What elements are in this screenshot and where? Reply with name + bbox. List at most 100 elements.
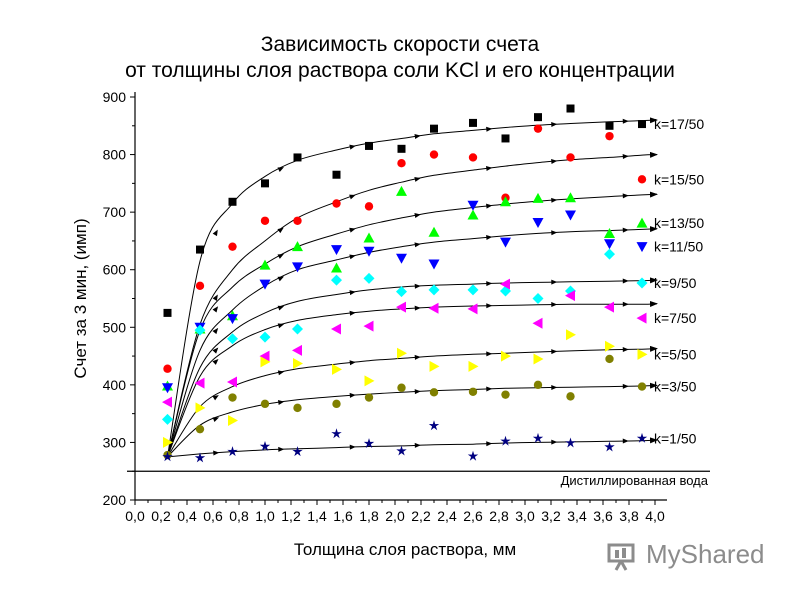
data-point bbox=[293, 403, 302, 413]
fit-arrow bbox=[277, 305, 285, 311]
data-point bbox=[566, 153, 575, 162]
data-point bbox=[638, 120, 646, 129]
fit-arrow bbox=[277, 227, 284, 234]
fit-arrow bbox=[486, 234, 493, 240]
x-tick-label: 3,0 bbox=[515, 508, 535, 524]
data-point bbox=[363, 320, 374, 332]
data-point bbox=[532, 192, 544, 203]
fit-arrow bbox=[622, 154, 629, 160]
data-point bbox=[228, 242, 237, 251]
x-tick-label: 1,0 bbox=[255, 508, 275, 524]
data-point bbox=[259, 279, 271, 290]
fit-arrow bbox=[349, 144, 356, 150]
chart-title-line-2: от толщины слоя раствора соли KCl и его … bbox=[125, 59, 675, 82]
data-point bbox=[566, 329, 576, 341]
data-point bbox=[331, 323, 341, 335]
data-point bbox=[467, 450, 479, 461]
data-point bbox=[397, 383, 406, 392]
data-point bbox=[332, 399, 341, 409]
data-point bbox=[428, 259, 440, 270]
data-point bbox=[533, 124, 543, 133]
series-label: k=5/50 bbox=[654, 346, 697, 362]
data-point bbox=[227, 446, 238, 457]
data-point bbox=[467, 284, 479, 296]
fit-arrow bbox=[551, 158, 558, 164]
fit-curve-k=1-50 bbox=[167, 437, 658, 458]
data-point bbox=[501, 350, 511, 362]
data-point bbox=[260, 216, 270, 225]
data-point bbox=[429, 150, 439, 159]
fit-arrow bbox=[349, 444, 356, 450]
x-tick-label: 3,2 bbox=[541, 508, 561, 524]
series-label: k=11/50 bbox=[654, 239, 703, 255]
fit-arrow bbox=[349, 194, 356, 200]
myshared-logo: MyShared bbox=[606, 535, 776, 575]
data-point bbox=[637, 175, 647, 184]
fit-arrow bbox=[414, 442, 421, 448]
x-tick-label: 1,8 bbox=[359, 508, 379, 524]
y-tick-label: 900 bbox=[103, 89, 127, 105]
y-axis-label: Счет за 3 мин, (имп) bbox=[71, 218, 90, 378]
data-point bbox=[467, 209, 479, 220]
data-point bbox=[604, 248, 615, 260]
data-point bbox=[163, 436, 173, 448]
y-tick-label: 300 bbox=[103, 434, 127, 450]
fit-arrow bbox=[414, 354, 421, 360]
fit-arrow bbox=[551, 302, 558, 308]
data-point bbox=[260, 399, 270, 409]
data-point bbox=[261, 179, 269, 188]
data-point bbox=[604, 227, 615, 238]
x-tick-label: 3,4 bbox=[567, 508, 587, 524]
fit-curve-k=11-50 bbox=[167, 226, 658, 457]
data-point bbox=[162, 413, 173, 425]
y-tick-label: 800 bbox=[103, 147, 127, 163]
fit-arrow bbox=[212, 417, 220, 422]
x-tick-label: 0,0 bbox=[125, 508, 145, 524]
fit-arrow bbox=[349, 392, 356, 398]
data-point bbox=[604, 239, 615, 250]
data-point bbox=[364, 375, 375, 387]
data-point bbox=[396, 445, 407, 456]
fit-arrow bbox=[622, 347, 629, 353]
fit-arrow bbox=[349, 310, 356, 316]
x-tick-label: 0,2 bbox=[151, 508, 171, 524]
data-point bbox=[636, 217, 648, 228]
data-point bbox=[428, 302, 439, 314]
fit-arrow bbox=[277, 276, 284, 282]
y-tick-label: 200 bbox=[103, 492, 127, 508]
data-point bbox=[292, 344, 302, 356]
baseline-label: Дистиллированная вода bbox=[561, 473, 709, 488]
fit-arrow bbox=[414, 213, 421, 218]
fit-arrow bbox=[212, 347, 219, 354]
x-tick-label: 4,0 bbox=[645, 508, 665, 524]
series-label: k=13/50 bbox=[654, 215, 704, 231]
fit-arrow bbox=[551, 121, 558, 127]
chart-title: Зависимость скорости счета от толщины сл… bbox=[0, 32, 800, 84]
data-point bbox=[532, 317, 543, 329]
fit-arrow bbox=[551, 384, 558, 390]
x-tick-label: 2,8 bbox=[489, 508, 509, 524]
data-point bbox=[363, 232, 375, 243]
data-point bbox=[566, 104, 575, 113]
data-point bbox=[228, 393, 237, 402]
fit-arrow bbox=[486, 303, 493, 309]
data-point bbox=[292, 446, 303, 457]
fit-arrow bbox=[212, 229, 218, 237]
data-point bbox=[331, 274, 342, 286]
data-point bbox=[468, 153, 478, 162]
data-point bbox=[532, 293, 544, 304]
fit-curve-k=9-50 bbox=[167, 277, 658, 457]
data-point bbox=[363, 246, 375, 257]
data-point bbox=[292, 323, 303, 335]
data-point bbox=[566, 392, 575, 401]
fit-arrow bbox=[551, 230, 558, 236]
data-point bbox=[636, 312, 647, 324]
fit-arrow bbox=[277, 323, 285, 329]
data-point bbox=[293, 153, 302, 162]
chart-title-line-1: Зависимость скорости счета bbox=[260, 33, 540, 56]
fit-arrow bbox=[278, 446, 285, 452]
fit-curve-k=7-50 bbox=[167, 300, 658, 458]
data-point bbox=[194, 377, 205, 389]
data-point bbox=[500, 435, 511, 446]
x-tick-label: 0,4 bbox=[177, 508, 197, 524]
